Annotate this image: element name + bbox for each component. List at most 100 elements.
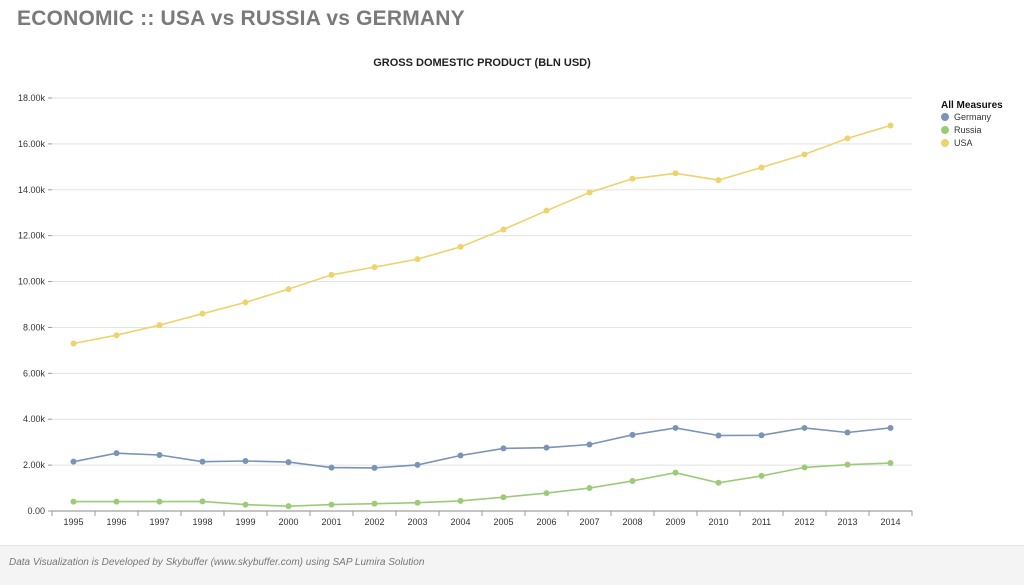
data-point-germany [586, 441, 593, 448]
series-line-germany [73, 427, 891, 469]
data-point-germany [844, 429, 851, 436]
data-point-russia [672, 469, 679, 476]
data-point-russia [801, 464, 808, 471]
x-tick-label: 2003 [407, 517, 427, 527]
data-point-germany [285, 459, 292, 466]
footer-credit: Data Visualization is Developed by Skybu… [9, 557, 425, 568]
x-tick-label: 2014 [880, 517, 900, 527]
y-tick-label: 18.00k [18, 93, 46, 103]
data-point-usa [887, 122, 894, 129]
y-tick-label: 0.00 [27, 506, 45, 516]
legend-label-usa: USA [954, 138, 973, 148]
data-point-germany [199, 458, 206, 465]
data-point-russia [629, 477, 636, 484]
legend-swatch-russia [941, 126, 949, 134]
data-point-germany [70, 458, 77, 465]
data-point-germany [156, 452, 163, 459]
data-point-germany [414, 461, 421, 468]
data-point-russia [242, 501, 249, 508]
y-tick-label: 4.00k [23, 414, 46, 424]
x-tick-label: 2013 [837, 517, 857, 527]
data-point-russia [586, 485, 593, 492]
data-point-russia [500, 494, 507, 501]
y-tick-label: 12.00k [18, 231, 46, 241]
x-tick-label: 2012 [794, 517, 814, 527]
data-point-usa [672, 170, 679, 177]
data-point-usa [242, 299, 249, 306]
x-tick-label: 1997 [149, 517, 169, 527]
data-point-usa [371, 264, 378, 271]
legend-label-germany: Germany [954, 112, 992, 122]
data-point-usa [586, 189, 593, 196]
data-point-russia [328, 501, 335, 508]
data-point-usa [328, 271, 335, 278]
x-tick-label: 2010 [708, 517, 728, 527]
data-point-germany [328, 464, 335, 471]
data-point-usa [543, 207, 550, 214]
x-tick-label: 2004 [450, 517, 470, 527]
legend-swatch-germany [941, 113, 949, 121]
footer-bar: Data Visualization is Developed by Skybu… [0, 545, 1024, 585]
data-point-usa [113, 332, 120, 339]
data-point-russia [414, 499, 421, 506]
data-point-russia [199, 498, 206, 505]
x-tick-label: 2002 [364, 517, 384, 527]
y-tick-label: 10.00k [18, 277, 46, 287]
data-point-germany [887, 424, 894, 431]
x-tick-label: 1995 [63, 517, 83, 527]
x-tick-label: 2009 [665, 517, 685, 527]
x-tick-label: 2006 [536, 517, 556, 527]
data-point-germany [629, 431, 636, 438]
data-point-russia [457, 497, 464, 504]
x-tick-label: 2000 [278, 517, 298, 527]
chart-title: GROSS DOMESTIC PRODUCT (BLN USD) [373, 57, 591, 69]
data-point-russia [543, 490, 550, 497]
legend-label-russia: Russia [954, 125, 982, 135]
data-point-germany [500, 445, 507, 452]
data-point-usa [156, 322, 163, 329]
data-point-germany [672, 424, 679, 431]
x-tick-label: 2008 [622, 517, 642, 527]
legend-title: All Measures [941, 100, 1003, 111]
data-point-usa [199, 310, 206, 317]
y-tick-label: 2.00k [23, 460, 46, 470]
data-point-usa [844, 135, 851, 142]
x-tick-label: 2001 [321, 517, 341, 527]
y-tick-label: 6.00k [23, 368, 46, 378]
y-tick-label: 16.00k [18, 139, 46, 149]
y-tick-label: 8.00k [23, 322, 46, 332]
data-point-usa [457, 243, 464, 250]
data-point-russia [887, 460, 894, 467]
data-point-russia [371, 500, 378, 507]
page-title: ECONOMIC :: USA vs RUSSIA vs GERMANY [17, 7, 465, 30]
data-point-russia [844, 461, 851, 468]
data-point-russia [715, 479, 722, 486]
data-point-russia [285, 503, 292, 510]
data-point-usa [801, 151, 808, 158]
data-point-germany [801, 424, 808, 431]
data-point-usa [500, 226, 507, 233]
data-point-germany [715, 432, 722, 439]
data-point-russia [70, 498, 77, 505]
data-point-germany [758, 432, 765, 439]
data-point-usa [414, 256, 421, 263]
data-point-germany [457, 452, 464, 459]
data-point-germany [242, 457, 249, 464]
data-point-russia [156, 498, 163, 505]
x-tick-label: 1999 [235, 517, 255, 527]
x-tick-label: 2011 [752, 517, 771, 527]
x-tick-label: 2005 [493, 517, 513, 527]
x-tick-label: 1996 [106, 517, 126, 527]
x-tick-label: 1998 [192, 517, 212, 527]
series-line-russia [73, 462, 891, 508]
data-point-usa [629, 175, 636, 182]
data-point-russia [113, 498, 120, 505]
data-point-germany [543, 444, 550, 451]
legend-swatch-usa [941, 139, 949, 147]
data-point-usa [70, 340, 77, 347]
y-tick-label: 14.00k [18, 185, 46, 195]
data-point-usa [285, 286, 292, 293]
data-point-russia [758, 472, 765, 479]
gdp-line-chart: GROSS DOMESTIC PRODUCT (BLN USD) 0.00 2.0… [18, 57, 1003, 527]
series-line-usa [73, 124, 891, 345]
